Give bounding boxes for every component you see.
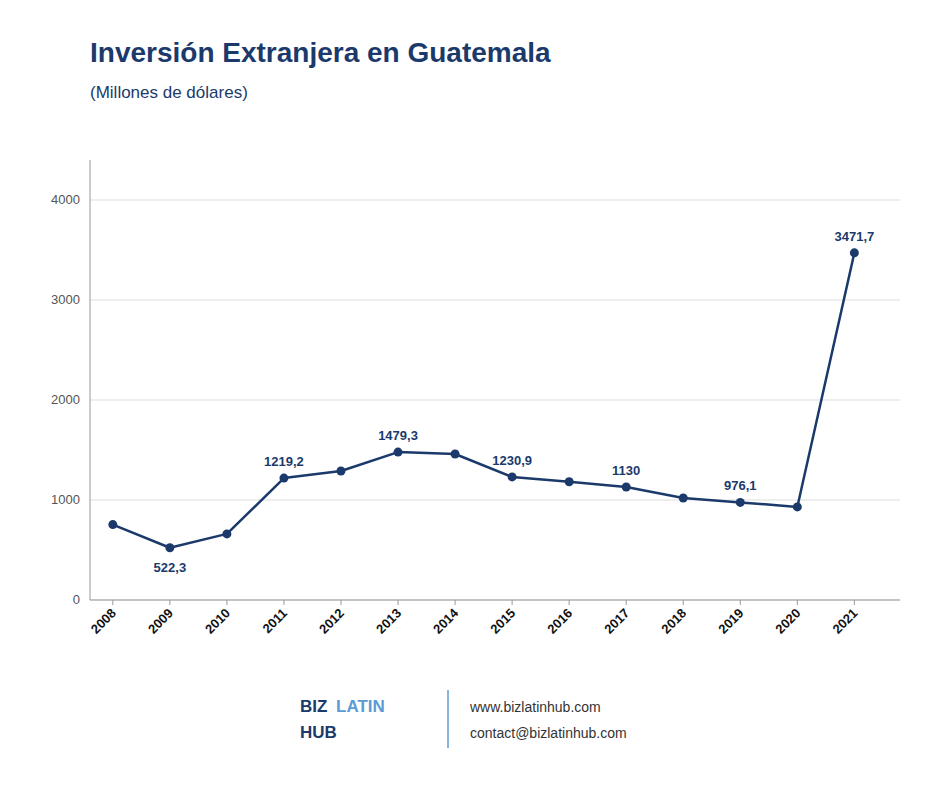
grid-line xyxy=(90,200,900,201)
marker xyxy=(850,248,859,257)
separator xyxy=(447,690,449,748)
marker xyxy=(508,472,517,481)
marker xyxy=(394,448,403,457)
marker xyxy=(793,502,802,511)
x-tick xyxy=(626,600,627,605)
marker xyxy=(108,520,117,529)
x-tick xyxy=(683,600,684,605)
marker xyxy=(736,498,745,507)
x-tick-label: 2008 xyxy=(88,606,119,637)
marker xyxy=(336,467,345,476)
x-tick-label: 2009 xyxy=(145,606,176,637)
x-tick xyxy=(169,600,170,605)
marker xyxy=(451,450,460,459)
grid-line xyxy=(90,400,900,401)
chart: Inversión Extranjera en Guatemala (Millon… xyxy=(0,0,940,788)
x-tick xyxy=(569,600,570,605)
subtitle: (Millones de dólares) xyxy=(90,83,248,102)
x-tick-label: 2011 xyxy=(260,606,291,637)
footer-text: www.bizlatinhub.com xyxy=(469,699,601,715)
data-label: 976,1 xyxy=(724,478,757,493)
x-tick-label: 2013 xyxy=(373,606,404,637)
x-axis-line xyxy=(90,600,900,601)
x-tick-label: 2016 xyxy=(544,606,575,637)
y-tick-label: 4000 xyxy=(51,192,80,207)
y-tick-label: 0 xyxy=(73,592,80,607)
x-tick xyxy=(112,600,113,605)
line xyxy=(113,253,855,548)
background xyxy=(0,0,940,788)
y-tick-label: 2000 xyxy=(51,392,80,407)
x-tick xyxy=(797,600,798,605)
marker xyxy=(222,529,231,538)
grid-line xyxy=(90,600,900,601)
x-tick xyxy=(854,600,855,605)
x-tick xyxy=(283,600,284,605)
data-label: 3471,7 xyxy=(834,229,874,244)
footer-text: HUB xyxy=(300,723,337,742)
y-axis-line xyxy=(90,160,91,600)
grid-line xyxy=(90,500,900,501)
footer-text: LATIN xyxy=(336,697,385,716)
x-tick-label: 2021 xyxy=(829,606,860,637)
marker xyxy=(622,483,631,492)
x-tick-label: 2012 xyxy=(316,606,347,637)
x-tick-label: 2018 xyxy=(658,606,689,637)
x-tick xyxy=(398,600,399,605)
y-tick-label: 1000 xyxy=(51,492,80,507)
x-tick xyxy=(740,600,741,605)
marker xyxy=(565,477,574,486)
x-tick xyxy=(455,600,456,605)
title: Inversión Extranjera en Guatemala xyxy=(90,37,551,68)
data-label: 522,3 xyxy=(154,560,187,575)
marker xyxy=(679,494,688,503)
data-label: 1130 xyxy=(612,463,640,478)
data-label: 1479,3 xyxy=(378,428,418,443)
x-tick xyxy=(340,600,341,605)
x-tick-label: 2019 xyxy=(715,606,746,637)
marker xyxy=(279,474,288,483)
x-tick xyxy=(226,600,227,605)
x-tick-label: 2014 xyxy=(430,605,462,637)
footer: BIZ LATIN HUB www.bizlatinhub.com contact@bi… xyxy=(300,690,627,748)
x-tick-label: 2010 xyxy=(202,606,233,637)
x-tick-label: 2017 xyxy=(601,606,632,637)
footer-text: contact@bizlatinhub.com xyxy=(470,725,627,741)
data-label: 1230,9 xyxy=(492,453,532,468)
data-labels: 522,3 1219,2 1479,3 1230,9 1130 976,1 3471,7 xyxy=(154,229,875,575)
x-tick-label: 2020 xyxy=(772,606,803,637)
footer-text: BIZ xyxy=(300,697,327,716)
grid-line xyxy=(90,300,900,301)
data-label: 1219,2 xyxy=(264,454,304,469)
x-tick xyxy=(512,600,513,605)
plot-area xyxy=(108,248,859,552)
grid xyxy=(90,200,900,600)
marker xyxy=(165,543,174,552)
x-tick-label: 2015 xyxy=(487,606,518,637)
y-tick-label: 3000 xyxy=(51,292,80,307)
